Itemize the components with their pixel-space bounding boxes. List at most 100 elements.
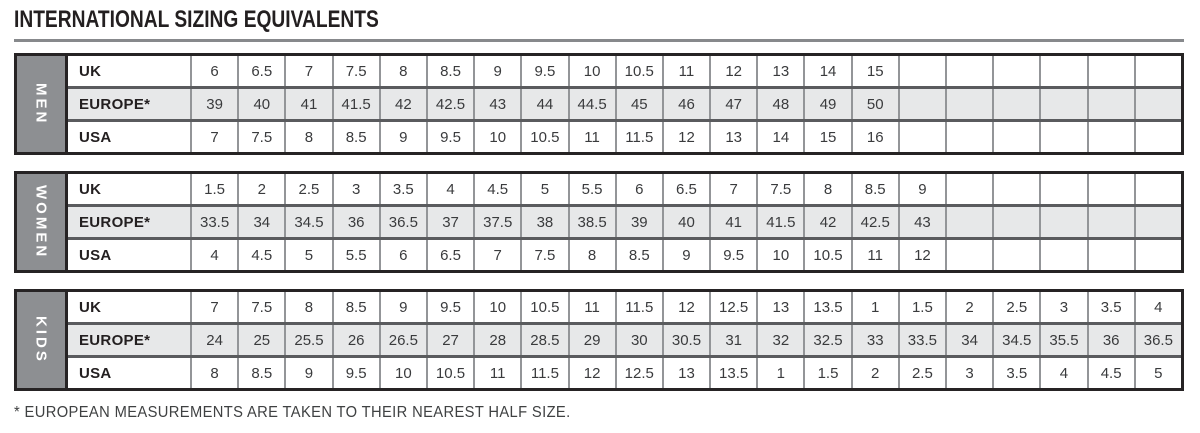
size-cell: 30 — [614, 325, 662, 355]
section-rows-men: UK 6 6.5 7 7.5 8 8.5 9 9.5 10 10.5 11 12 13 14 15 EUROPE… — [68, 56, 1181, 152]
size-cell: 13.5 — [709, 358, 756, 388]
table-row-kids-uk: UK 7 7.5 8 8.5 9 9.5 10 10.5 11 11.5 12 12.5 13 13.5 1 1… — [68, 292, 1181, 322]
size-cell — [1133, 122, 1181, 152]
size-cell: 10 — [473, 122, 520, 152]
table-row-women-uk: UK 1.5 2 2.5 3 3.5 4 4.5 5 5.5 6 6.5 7 7.5 8 8.5 9 — [68, 174, 1181, 204]
size-cell — [945, 122, 992, 152]
row-label-kids-usa: USA — [79, 364, 112, 382]
size-cell: 3.5 — [1086, 292, 1134, 322]
size-cell: 34 — [237, 207, 284, 237]
size-cell: 15 — [803, 122, 850, 152]
size-cell: 36.5 — [378, 207, 426, 237]
size-cell: 10.5 — [425, 358, 473, 388]
section-label-kids: KIDS — [32, 316, 50, 364]
size-cell: 1.5 — [897, 292, 945, 322]
row-label-women-uk: UK — [79, 180, 102, 198]
section-men: MEN UK 6 6.5 7 7.5 8 8.5 9 9.5 10 10.5 11 12 13 14 15 EUR… — [14, 53, 1184, 155]
size-cell — [897, 89, 945, 119]
size-cell — [945, 207, 992, 237]
size-cell — [1039, 240, 1086, 270]
size-cell — [1086, 207, 1134, 237]
size-cell: 10 — [756, 240, 803, 270]
size-cell: 6.5 — [425, 240, 473, 270]
size-cell: 8 — [284, 122, 331, 152]
size-cell: 28 — [473, 325, 520, 355]
size-cell: 6 — [190, 56, 237, 86]
size-cell: 5 — [520, 174, 567, 204]
size-cell: 8.5 — [614, 240, 662, 270]
size-cell: 9.5 — [520, 56, 567, 86]
size-cell: 10.5 — [803, 240, 850, 270]
table-row-men-uk: UK 6 6.5 7 7.5 8 8.5 9 9.5 10 10.5 11 12 13 14 15 — [68, 56, 1181, 86]
size-cell: 34.5 — [284, 207, 331, 237]
size-cell — [897, 56, 945, 86]
size-cell — [1133, 89, 1181, 119]
size-cell: 32 — [756, 325, 803, 355]
size-cell: 1.5 — [190, 174, 237, 204]
size-cell: 8 — [803, 174, 850, 204]
size-cell: 8.5 — [850, 174, 898, 204]
size-cell: 13 — [661, 358, 709, 388]
size-cell: 7 — [709, 174, 756, 204]
size-cell: 41.5 — [756, 207, 803, 237]
size-cell: 25.5 — [284, 325, 331, 355]
size-cell: 41.5 — [331, 89, 379, 119]
footnote: * EUROPEAN MEASUREMENTS ARE TAKEN TO THE… — [14, 404, 571, 421]
size-cell: 26 — [331, 325, 379, 355]
table-row-men-usa: USA 7 7.5 8 8.5 9 9.5 10 10.5 11 11.5 12 13 14 15 16 — [68, 119, 1181, 152]
section-band-women: WOMEN — [17, 174, 68, 270]
size-cell: 37 — [425, 207, 473, 237]
size-cell: 13.5 — [803, 292, 850, 322]
size-cell: 2.5 — [992, 292, 1039, 322]
row-label-kids-europe: EUROPE* — [79, 331, 151, 349]
size-cell: 12.5 — [614, 358, 662, 388]
size-cell: 45 — [614, 89, 662, 119]
table-row-women-usa: USA 4 4.5 5 5.5 6 6.5 7 7.5 8 8.5 9 9.5 10 10.5 11 12 — [68, 237, 1181, 270]
size-cell: 49 — [803, 89, 850, 119]
size-cell: 3.5 — [378, 174, 426, 204]
size-cell — [1039, 122, 1086, 152]
section-band-kids: KIDS — [17, 292, 68, 388]
size-cell: 42 — [378, 89, 426, 119]
size-cell: 14 — [803, 56, 850, 86]
section-label-women: WOMEN — [32, 184, 50, 260]
size-cell: 7.5 — [331, 56, 379, 86]
size-cell: 6 — [614, 174, 662, 204]
size-cell: 7.5 — [756, 174, 803, 204]
size-cell: 39 — [190, 89, 237, 119]
section-kids: KIDS UK 7 7.5 8 8.5 9 9.5 10 10.5 11 11.5 12 12.5 13 13… — [14, 289, 1184, 391]
size-cell: 9 — [661, 240, 709, 270]
size-cell: 42.5 — [425, 89, 473, 119]
size-cell: 4 — [425, 174, 473, 204]
size-cell: 9.5 — [425, 292, 473, 322]
size-cell: 8.5 — [237, 358, 284, 388]
row-label-women-europe: EUROPE* — [79, 213, 151, 231]
size-cell — [992, 240, 1039, 270]
table-row-kids-usa: USA 8 8.5 9 9.5 10 10.5 11 11.5 12 12.5 13 13.5 1 1.5 2… — [68, 355, 1181, 388]
size-cell — [1086, 56, 1134, 86]
size-cell: 12 — [709, 56, 756, 86]
size-cell: 8.5 — [331, 292, 379, 322]
table-row-kids-europe: EUROPE* 24 25 25.5 26 26.5 27 28 28.5 29 30 30.5 31 3… — [68, 322, 1181, 355]
size-cell: 1 — [756, 358, 803, 388]
size-cell: 27 — [425, 325, 473, 355]
size-cell: 1.5 — [803, 358, 850, 388]
size-cell: 12 — [661, 292, 709, 322]
size-cell: 44 — [520, 89, 567, 119]
size-cell — [992, 89, 1039, 119]
size-cell — [1086, 89, 1134, 119]
size-cell: 4.5 — [1086, 358, 1134, 388]
row-label-kids-uk: UK — [79, 298, 102, 316]
size-cell: 9.5 — [425, 122, 473, 152]
size-cell: 4 — [1133, 292, 1181, 322]
size-cell: 10.5 — [614, 56, 662, 86]
size-cell: 7 — [473, 240, 520, 270]
size-cell: 11.5 — [520, 358, 567, 388]
size-cell: 42 — [803, 207, 850, 237]
size-cell: 12 — [567, 358, 615, 388]
size-cell: 25 — [237, 325, 284, 355]
size-cell: 8.5 — [331, 122, 379, 152]
size-cell: 33.5 — [897, 325, 945, 355]
size-cell: 38.5 — [567, 207, 615, 237]
size-cell — [992, 174, 1039, 204]
